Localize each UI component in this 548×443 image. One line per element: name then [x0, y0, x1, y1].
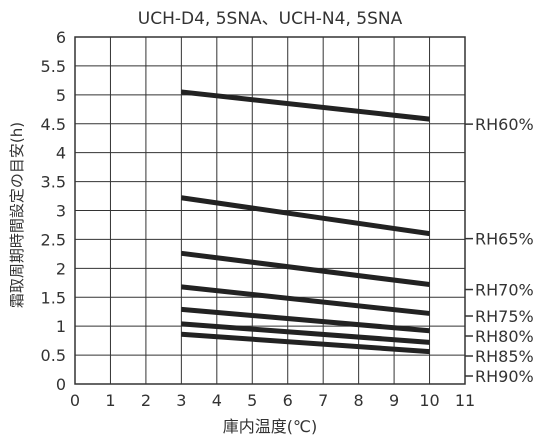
y-tick-label: 5.5	[41, 57, 66, 76]
series-label: RH90%	[475, 367, 534, 386]
y-tick-label: 2	[56, 259, 66, 278]
series-line-rh90	[181, 331, 430, 355]
x-tick-label: 0	[70, 391, 80, 410]
series-line-rh75	[181, 284, 430, 316]
x-tick-labels: 0 1 2 3 4 5 6 7 8 9 10 11	[70, 391, 475, 410]
plot-frame	[74, 36, 466, 385]
y-tick-label: 1.5	[41, 288, 66, 307]
y-tick-label: 4	[56, 144, 66, 163]
x-tick-label: 8	[354, 391, 364, 410]
series-line-rh85	[181, 321, 430, 345]
x-tick-label: 4	[212, 391, 222, 410]
series-label: RH65%	[475, 230, 534, 249]
series-line-rh70	[181, 250, 430, 288]
y-tick-label: 5	[56, 86, 66, 105]
x-tick-label: 1	[105, 391, 115, 410]
x-tick-label: 3	[176, 391, 186, 410]
series-line-rh80	[181, 306, 430, 334]
series-label: RH75%	[475, 307, 534, 326]
x-tick-label: 10	[419, 391, 439, 410]
y-tick-label: 0	[56, 375, 66, 394]
y-tick-label: 0.5	[41, 346, 66, 365]
chart-title: UCH-D4, 5SNA、UCH-N4, 5SNA	[138, 9, 403, 29]
y-tick-labels: 0 0.5 1 1.5 2 2.5 3 3.5 4 4.5 5 5.5 6	[41, 28, 66, 394]
y-tick-label: 4.5	[41, 115, 66, 134]
y-axis-label: 霜取周期時間設定の目安(h)	[8, 122, 26, 308]
x-tick-label: 7	[318, 391, 328, 410]
series-lines	[181, 89, 430, 355]
x-axis-label: 庫内温度(℃)	[223, 417, 317, 436]
y-tick-label: 3	[56, 202, 66, 221]
series-line-rh65	[181, 195, 430, 237]
x-tick-label: 11	[455, 391, 475, 410]
x-tick-label: 9	[389, 391, 399, 410]
y-tick-label: 3.5	[41, 173, 66, 192]
y-tick-label: 1	[56, 317, 66, 336]
series-line-rh60	[181, 89, 430, 122]
series-label: RH80%	[475, 327, 534, 346]
y-tick-label: 2.5	[41, 230, 66, 249]
series-label: RH60%	[475, 115, 534, 134]
x-tick-label: 6	[283, 391, 293, 410]
x-tick-label: 5	[247, 391, 257, 410]
series-label: RH85%	[475, 347, 534, 366]
series-label: RH70%	[475, 281, 534, 300]
series-labels: RH60% RH65% RH70% RH75%RH80%RH85%RH90%	[465, 115, 534, 386]
x-tick-label: 2	[141, 391, 151, 410]
y-tick-label: 6	[56, 28, 66, 47]
